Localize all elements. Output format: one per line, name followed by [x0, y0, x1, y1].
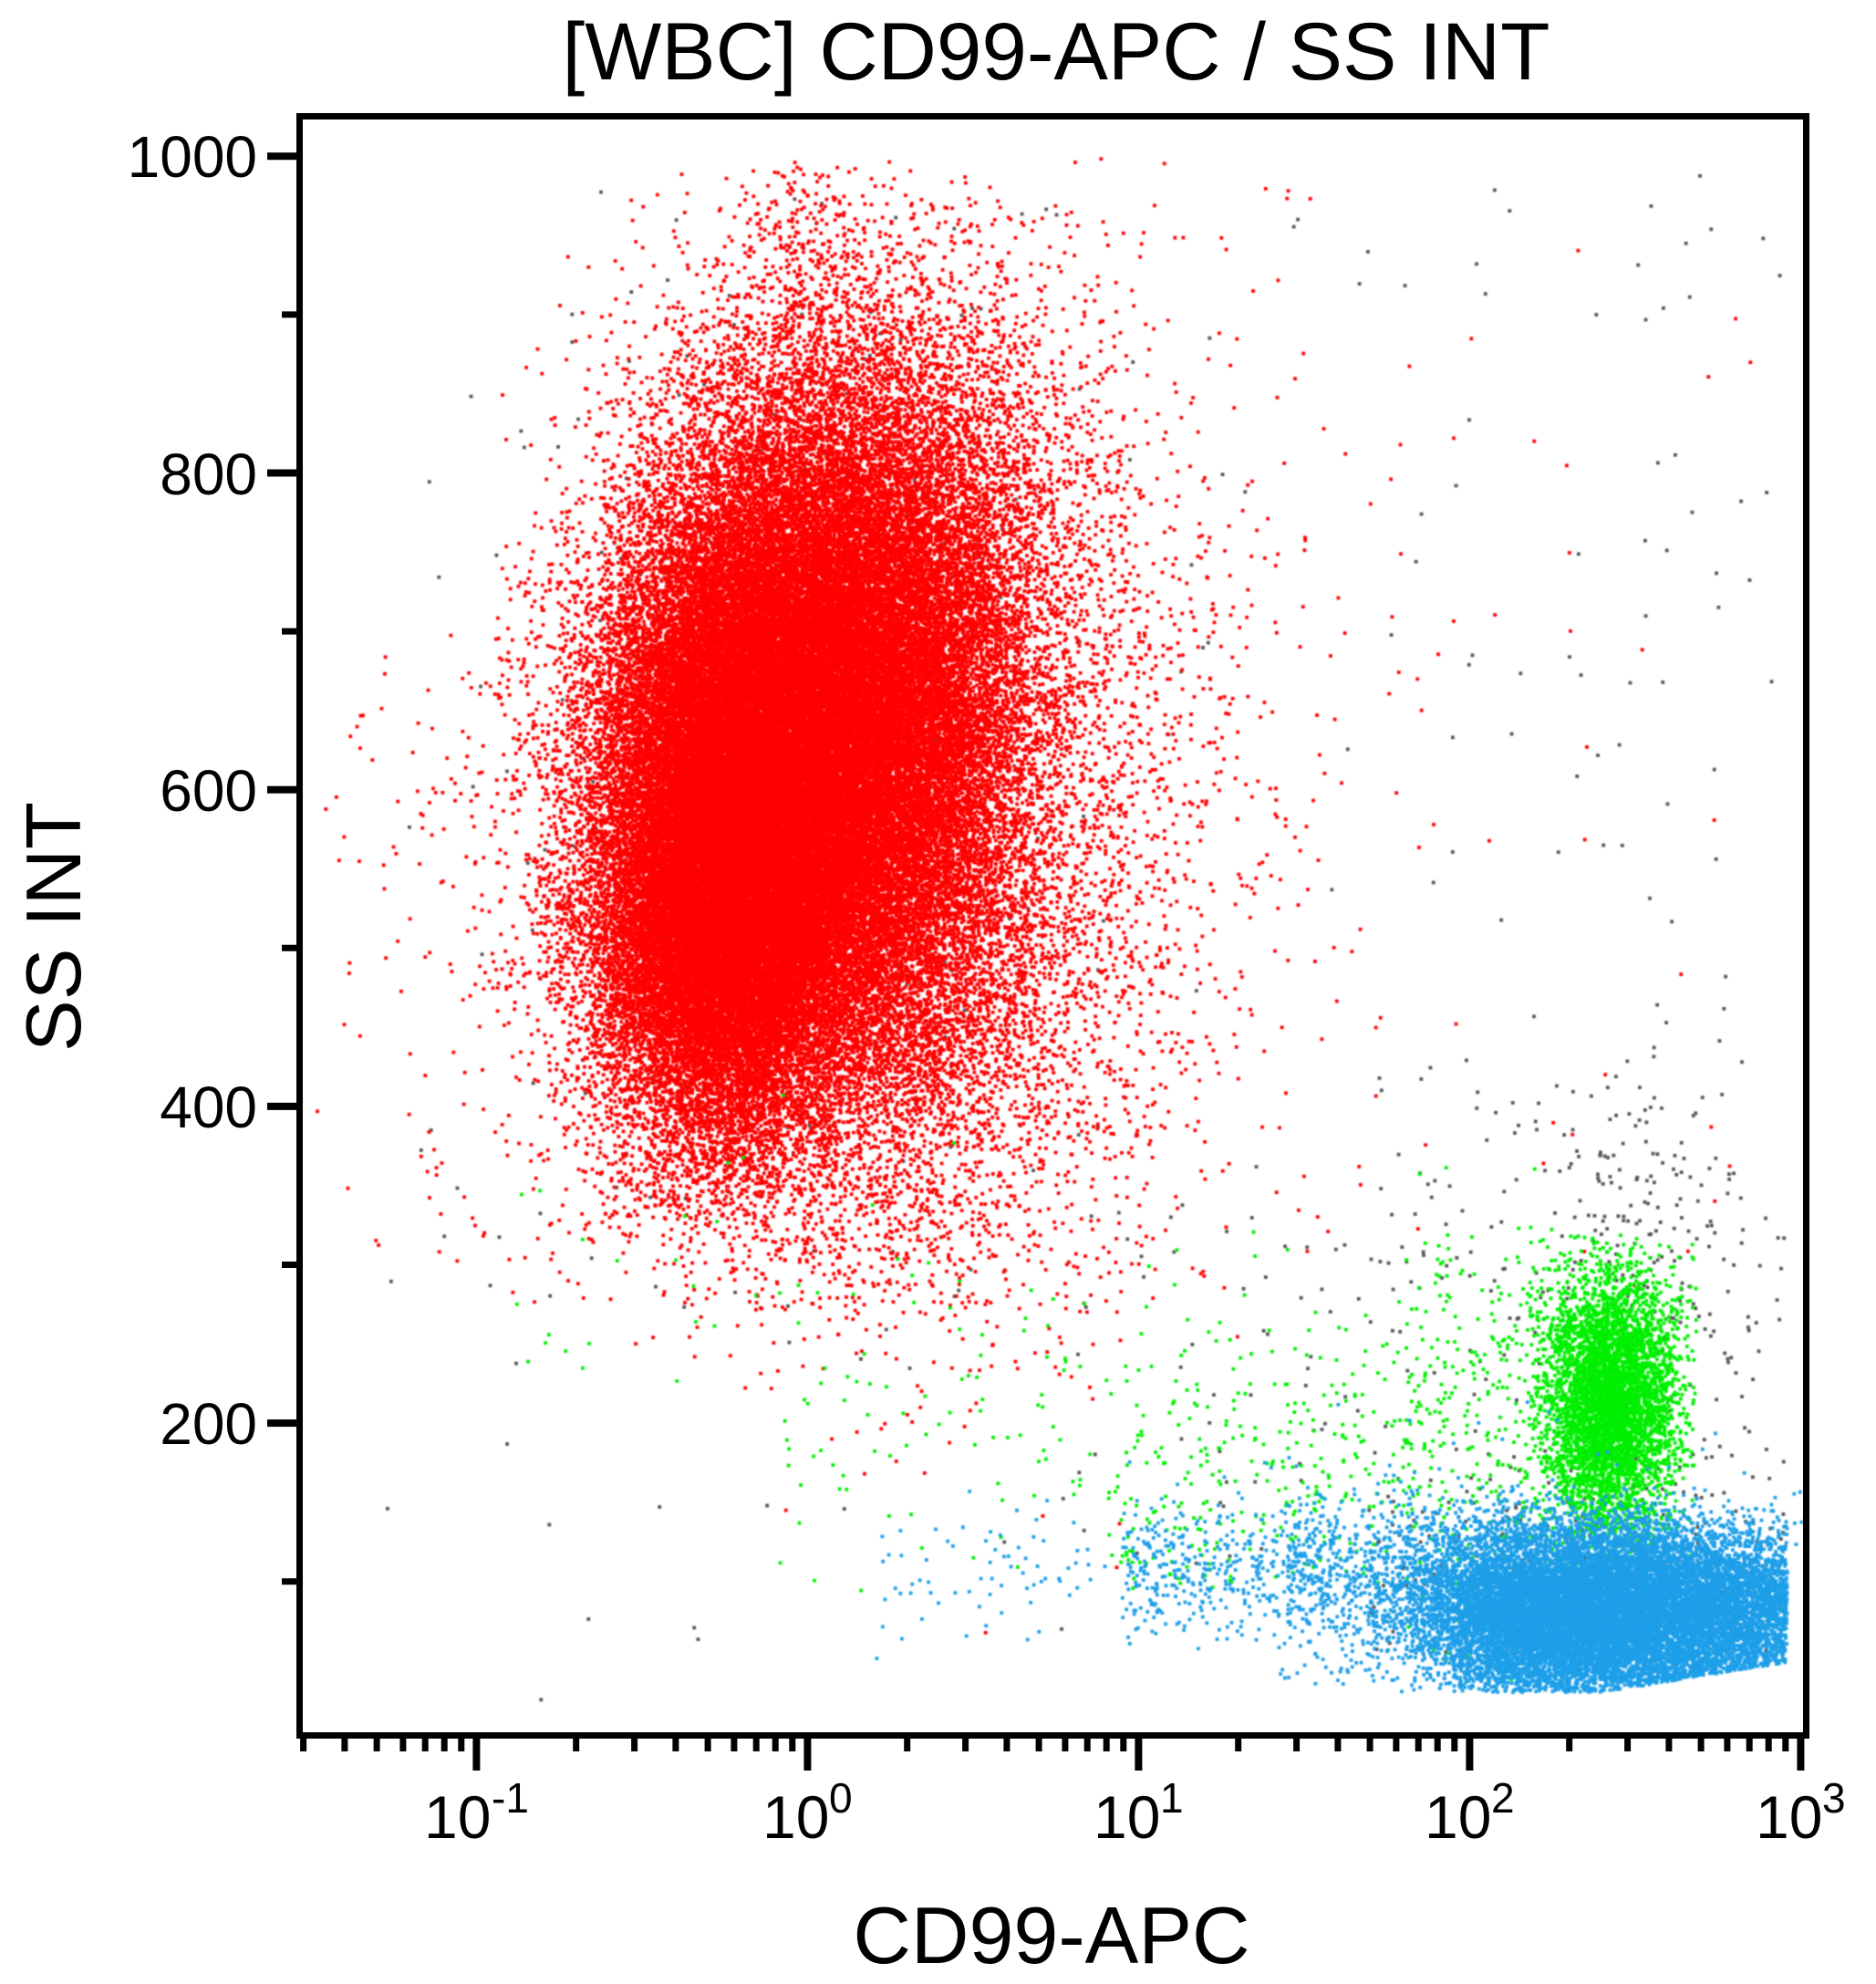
- svg-text:1000: 1000: [128, 124, 257, 190]
- svg-text:10: 10: [1756, 1783, 1822, 1851]
- svg-text:10: 10: [1093, 1783, 1160, 1851]
- svg-text:10: 10: [1425, 1783, 1491, 1851]
- svg-text:10: 10: [762, 1783, 829, 1851]
- svg-text:600: 600: [160, 758, 257, 824]
- svg-text:CD99-APC: CD99-APC: [853, 1890, 1249, 1980]
- svg-text:800: 800: [160, 441, 257, 507]
- svg-text:400: 400: [160, 1075, 257, 1140]
- svg-text:0: 0: [829, 1774, 853, 1822]
- svg-text:10: 10: [424, 1783, 491, 1851]
- svg-text:2: 2: [1491, 1774, 1515, 1822]
- svg-text:[WBC] CD99-APC / SS INT: [WBC] CD99-APC / SS INT: [563, 5, 1550, 97]
- svg-text:1: 1: [1160, 1774, 1184, 1822]
- svg-text:-1: -1: [492, 1774, 529, 1822]
- svg-text:3: 3: [1822, 1774, 1846, 1822]
- svg-text:SS INT: SS INT: [11, 802, 98, 1052]
- svg-text:200: 200: [160, 1391, 257, 1457]
